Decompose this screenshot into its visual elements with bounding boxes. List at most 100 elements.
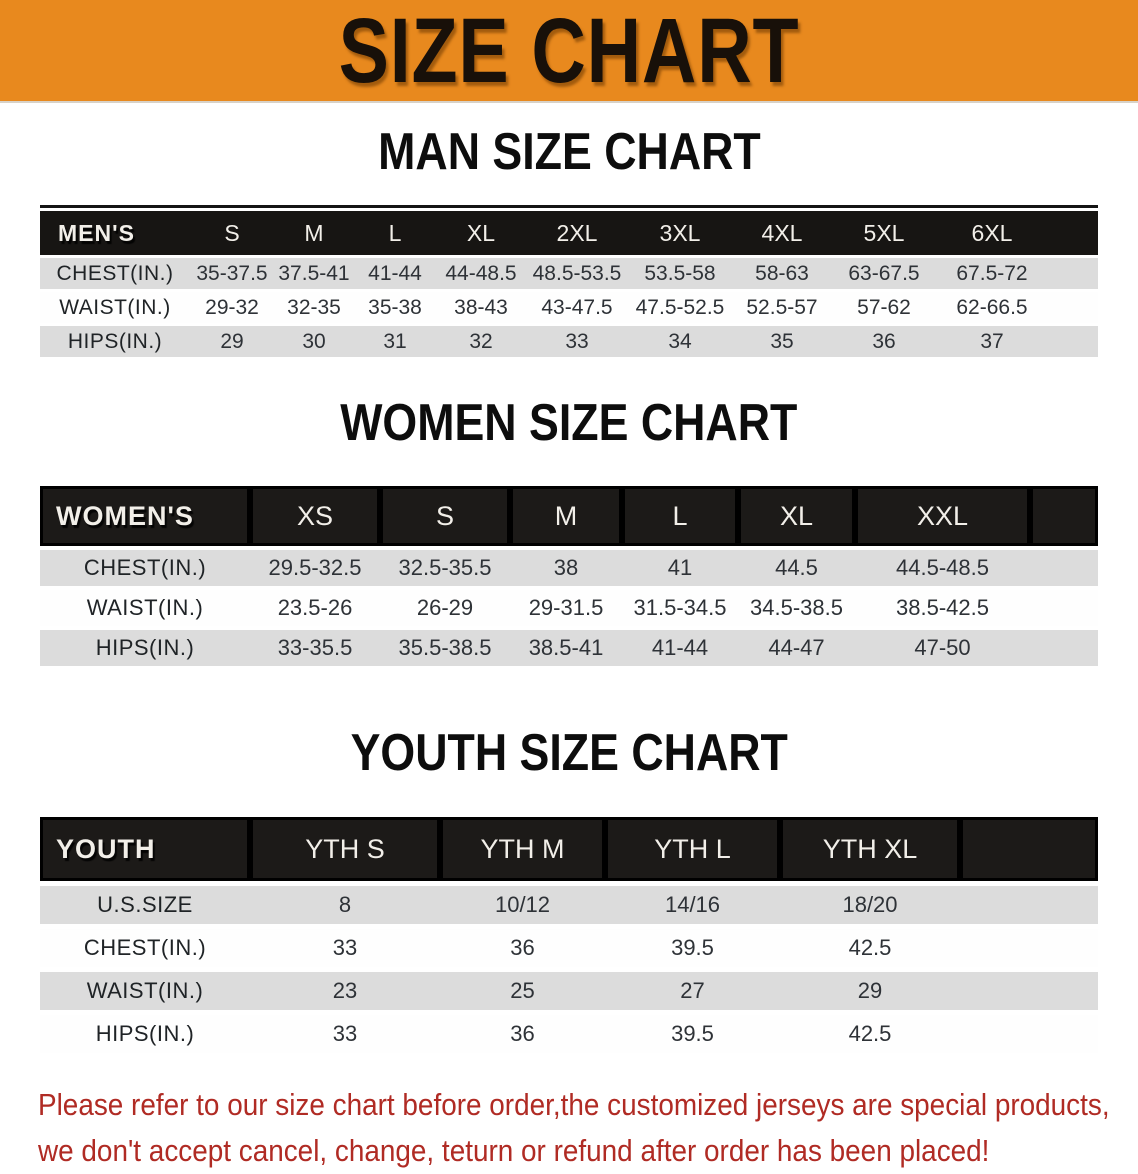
size-value: 42.5: [780, 929, 960, 967]
banner: SIZE CHART: [0, 0, 1138, 103]
size-value: 39.5: [605, 929, 780, 967]
size-value: 52.5-57: [732, 292, 832, 323]
row-label: WAIST(IN.): [40, 590, 250, 626]
youth-hips-row: HIPS(IN.) 33 36 39.5 42.5: [40, 1015, 1098, 1053]
men-header-row: MEN'S S M L XL 2XL 3XL 4XL 5XL 6XL: [40, 211, 1098, 255]
size-value: 30: [274, 326, 354, 357]
disclaimer-line-1: Please refer to our size chart before or…: [38, 1087, 1110, 1122]
youth-ussize-row: U.S.SIZE 8 10/12 14/16 18/20: [40, 886, 1098, 924]
size-value: 38.5-42.5: [855, 590, 1030, 626]
row-label: WAIST(IN.): [40, 292, 190, 323]
size-value: 8: [250, 886, 440, 924]
men-waist-row: WAIST(IN.) 29-32 32-35 35-38 38-43 43-47…: [40, 292, 1098, 323]
size-value: 29: [190, 326, 274, 357]
women-col-header-m: M: [510, 486, 622, 546]
size-value: 26-29: [380, 590, 510, 626]
men-hips-row: HIPS(IN.) 29 30 31 32 33 34 35 36 37: [40, 326, 1098, 357]
size-value: 42.5: [780, 1015, 960, 1053]
youth-section-title-text: YOUTH SIZE CHART: [350, 724, 788, 782]
size-value: 47.5-52.5: [628, 292, 732, 323]
youth-col-header-l: YTH L: [605, 817, 780, 881]
youth-header-row: YOUTH YTH S YTH M YTH L YTH XL: [40, 817, 1098, 881]
size-value: 34: [628, 326, 732, 357]
filler-cell: [1048, 211, 1098, 255]
size-value: 44.5-48.5: [855, 550, 1030, 586]
row-label: HIPS(IN.): [40, 1015, 250, 1053]
women-header-row: WOMEN'S XS S M L XL XXL: [40, 486, 1098, 546]
youth-waist-row: WAIST(IN.) 23 25 27 29: [40, 972, 1098, 1010]
men-col-header-s: S: [190, 211, 274, 255]
youth-size-table: YOUTH YTH S YTH M YTH L YTH XL U.S.SIZE …: [40, 812, 1098, 1058]
women-col-header-xl: XL: [738, 486, 855, 546]
row-label: U.S.SIZE: [40, 886, 250, 924]
men-col-header-xl: XL: [436, 211, 526, 255]
filler-cell: [1030, 486, 1098, 546]
size-value: 34.5-38.5: [738, 590, 855, 626]
row-label: HIPS(IN.): [40, 326, 190, 357]
size-value: 38-43: [436, 292, 526, 323]
disclaimer-line-2: we don't accept cancel, change, teturn o…: [38, 1133, 990, 1168]
row-label: CHEST(IN.): [40, 929, 250, 967]
men-col-header-5xl: 5XL: [832, 211, 936, 255]
size-value: 36: [832, 326, 936, 357]
men-size-table: MEN'S S M L XL 2XL 3XL 4XL 5XL 6XL CHEST…: [40, 205, 1098, 360]
youth-col-header-xl: YTH XL: [780, 817, 960, 881]
filler-cell: [960, 817, 1098, 881]
size-value: 29: [780, 972, 960, 1010]
size-value: 38: [510, 550, 622, 586]
women-col-header-xxl: XXL: [855, 486, 1030, 546]
row-label: WAIST(IN.): [40, 972, 250, 1010]
size-value: 23: [250, 972, 440, 1010]
filler-cell: [960, 1015, 1098, 1053]
women-waist-row: WAIST(IN.) 23.5-26 26-29 29-31.5 31.5-34…: [40, 590, 1098, 626]
row-label: CHEST(IN.): [40, 258, 190, 289]
size-value: 36: [440, 929, 605, 967]
youth-col-header-m: YTH M: [440, 817, 605, 881]
filler-cell: [1030, 630, 1098, 666]
size-value: 31: [354, 326, 436, 357]
filler-cell: [960, 972, 1098, 1010]
men-section-title: MAN SIZE CHART: [0, 123, 1138, 187]
filler-cell: [960, 929, 1098, 967]
size-value: 35-38: [354, 292, 436, 323]
size-value: 37.5-41: [274, 258, 354, 289]
youth-corner-label: YOUTH: [40, 817, 250, 881]
men-section-title-text: MAN SIZE CHART: [377, 123, 761, 181]
size-value: 14/16: [605, 886, 780, 924]
size-value: 58-63: [732, 258, 832, 289]
size-value: 63-67.5: [832, 258, 936, 289]
size-value: 23.5-26: [250, 590, 380, 626]
women-chest-row: CHEST(IN.) 29.5-32.5 32.5-35.5 38 41 44.…: [40, 550, 1098, 586]
size-value: 44-47: [738, 630, 855, 666]
size-value: 29-31.5: [510, 590, 622, 626]
size-value: 47-50: [855, 630, 1030, 666]
size-value: 36: [440, 1015, 605, 1053]
size-value: 18/20: [780, 886, 960, 924]
youth-chest-row: CHEST(IN.) 33 36 39.5 42.5: [40, 929, 1098, 967]
size-value: 35-37.5: [190, 258, 274, 289]
size-value: 41-44: [354, 258, 436, 289]
men-col-header-3xl: 3XL: [628, 211, 732, 255]
size-value: 31.5-34.5: [622, 590, 738, 626]
women-section-title-text: WOMEN SIZE CHART: [340, 394, 798, 452]
women-col-header-s: S: [380, 486, 510, 546]
filler-cell: [1048, 258, 1098, 289]
size-value: 48.5-53.5: [526, 258, 628, 289]
size-value: 41: [622, 550, 738, 586]
size-value: 35.5-38.5: [380, 630, 510, 666]
women-col-header-l: L: [622, 486, 738, 546]
row-label: CHEST(IN.): [40, 550, 250, 586]
women-corner-label: WOMEN'S: [40, 486, 250, 546]
women-size-table: WOMEN'S XS S M L XL XXL CHEST(IN.) 29.5-…: [40, 482, 1098, 670]
men-col-header-m: M: [274, 211, 354, 255]
size-value: 67.5-72: [936, 258, 1048, 289]
size-value: 37: [936, 326, 1048, 357]
size-value: 33: [250, 1015, 440, 1053]
size-value: 33-35.5: [250, 630, 380, 666]
size-value: 35: [732, 326, 832, 357]
size-value: 29-32: [190, 292, 274, 323]
size-value: 39.5: [605, 1015, 780, 1053]
filler-cell: [1048, 292, 1098, 323]
women-col-header-xs: XS: [250, 486, 380, 546]
size-value: 33: [526, 326, 628, 357]
